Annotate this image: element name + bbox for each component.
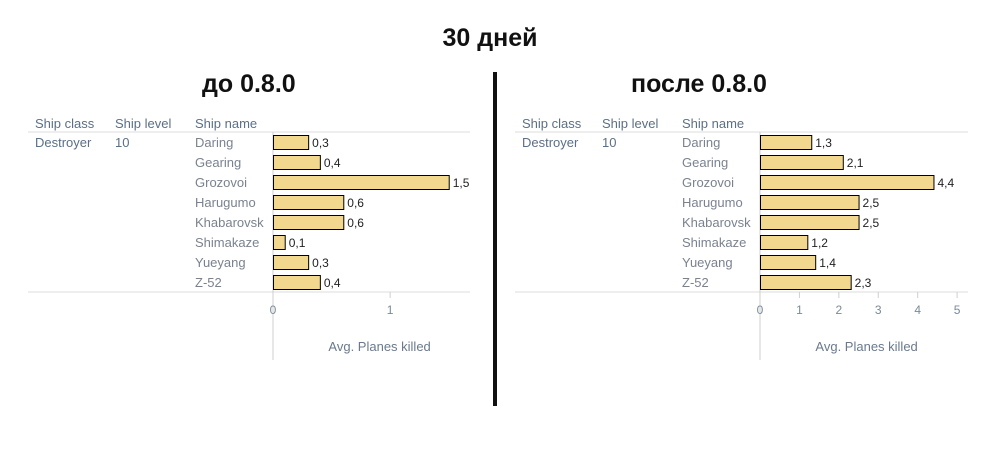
ship-level-cell: 10 xyxy=(602,135,616,150)
data-label: 0,3 xyxy=(312,256,329,270)
ship-name-label: Khabarovsk xyxy=(195,215,264,230)
column-header-ship-level: Ship level xyxy=(115,116,171,131)
x-axis-title: Avg. Planes killed xyxy=(815,339,917,354)
x-tick-label: 5 xyxy=(954,303,961,317)
bar xyxy=(760,275,852,290)
column-header-ship-name: Ship name xyxy=(195,116,257,131)
bar xyxy=(760,255,817,270)
ship-name-label: Harugumo xyxy=(195,195,256,210)
ship-name-label: Harugumo xyxy=(682,195,743,210)
data-label: 2,3 xyxy=(855,276,872,290)
ship-name-label: Z-52 xyxy=(195,275,222,290)
data-label: 1,4 xyxy=(819,256,836,270)
panel-divider xyxy=(493,72,497,406)
data-label: 0,4 xyxy=(324,156,341,170)
ship-name-label: Gearing xyxy=(195,155,241,170)
bar xyxy=(273,155,321,170)
bar xyxy=(760,215,860,230)
bar xyxy=(273,135,310,150)
data-label: 0,1 xyxy=(289,236,306,250)
bar xyxy=(760,135,813,150)
chart-title-before: до 0.8.0 xyxy=(202,70,296,98)
data-label: 0,3 xyxy=(312,136,329,150)
bar xyxy=(760,195,860,210)
ship-class-cell: Destroyer xyxy=(522,135,579,150)
column-header-ship-level: Ship level xyxy=(602,116,658,131)
x-tick-label: 2 xyxy=(836,303,843,317)
column-header-ship-class: Ship class xyxy=(35,116,95,131)
ship-name-label: Shimakaze xyxy=(195,235,259,250)
data-label: 0,4 xyxy=(324,276,341,290)
data-label: 2,5 xyxy=(863,216,880,230)
bar xyxy=(273,215,345,230)
data-label: 4,4 xyxy=(937,176,954,190)
ship-name-label: Shimakaze xyxy=(682,235,746,250)
ship-name-label: Daring xyxy=(195,135,233,150)
data-label: 1,5 xyxy=(453,176,470,190)
main-title: 30 дней xyxy=(442,24,538,52)
data-label: 0,6 xyxy=(347,196,364,210)
bar xyxy=(760,175,935,190)
bar xyxy=(760,235,809,250)
ship-level-cell: 10 xyxy=(115,135,129,150)
x-tick-label: 0 xyxy=(270,303,277,317)
x-axis-title: Avg. Planes killed xyxy=(328,339,430,354)
column-header-ship-class: Ship class xyxy=(522,116,582,131)
chart-title-after: после 0.8.0 xyxy=(631,70,767,98)
ship-name-label: Khabarovsk xyxy=(682,215,751,230)
data-label: 1,2 xyxy=(811,236,828,250)
column-header-ship-name: Ship name xyxy=(682,116,744,131)
bar xyxy=(760,155,844,170)
data-label: 0,6 xyxy=(347,216,364,230)
ship-name-label: Grozovoi xyxy=(682,175,734,190)
bar xyxy=(273,175,450,190)
bar xyxy=(273,235,286,250)
x-tick-label: 1 xyxy=(387,303,394,317)
x-tick-label: 1 xyxy=(796,303,803,317)
ship-name-label: Yueyang xyxy=(195,255,246,270)
ship-name-label: Yueyang xyxy=(682,255,733,270)
ship-class-cell: Destroyer xyxy=(35,135,92,150)
data-label: 2,5 xyxy=(863,196,880,210)
ship-name-label: Z-52 xyxy=(682,275,709,290)
data-label: 2,1 xyxy=(847,156,864,170)
x-tick-label: 3 xyxy=(875,303,882,317)
bar xyxy=(273,275,321,290)
x-tick-label: 0 xyxy=(757,303,764,317)
data-label: 1,3 xyxy=(815,136,832,150)
x-tick-label: 4 xyxy=(914,303,921,317)
bar xyxy=(273,195,345,210)
ship-name-label: Gearing xyxy=(682,155,728,170)
bar xyxy=(273,255,310,270)
ship-name-label: Daring xyxy=(682,135,720,150)
ship-name-label: Grozovoi xyxy=(195,175,247,190)
